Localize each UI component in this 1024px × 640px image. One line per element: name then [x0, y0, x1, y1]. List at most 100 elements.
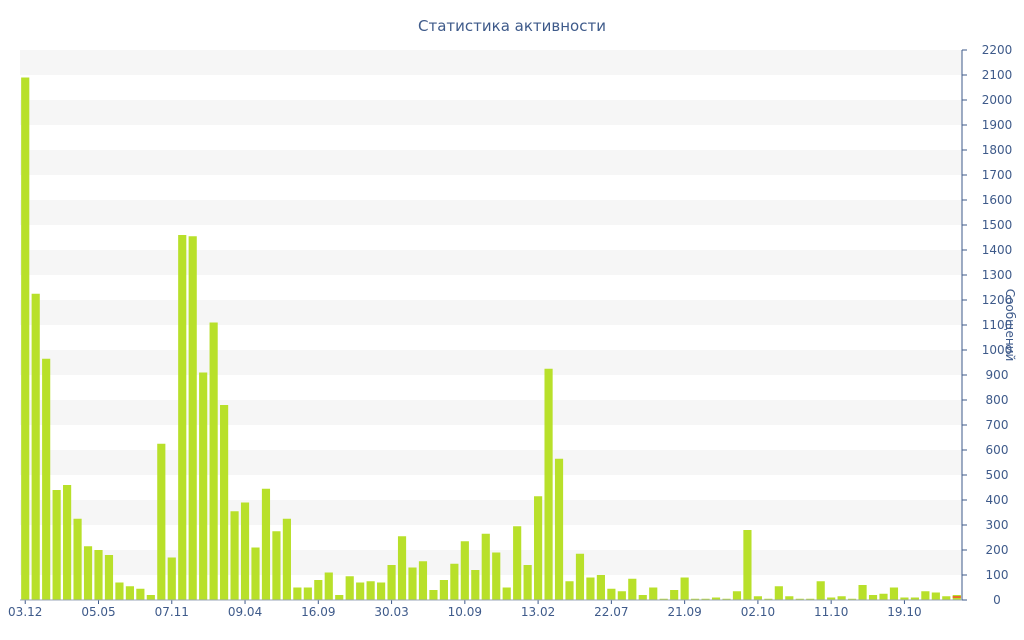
bar[interactable]	[617, 591, 626, 600]
bar[interactable]	[659, 598, 668, 600]
y-tick-label: 200	[986, 543, 1009, 557]
bar[interactable]	[293, 587, 302, 601]
bar[interactable]	[732, 591, 742, 600]
bar[interactable]	[209, 322, 218, 601]
bar[interactable]	[345, 576, 354, 600]
bar[interactable]	[607, 588, 616, 600]
bar[interactable]	[921, 591, 930, 600]
bar[interactable]	[544, 368, 553, 600]
bar[interactable]	[418, 561, 428, 600]
bar[interactable]	[649, 587, 658, 601]
bar[interactable]	[157, 443, 166, 600]
bar[interactable]	[502, 587, 511, 601]
bar[interactable]	[481, 533, 490, 600]
bar[interactable]	[795, 598, 804, 600]
bar[interactable]	[42, 358, 51, 600]
bar[interactable]	[104, 555, 114, 600]
bar[interactable]	[230, 511, 239, 600]
bar[interactable]	[324, 572, 333, 601]
bar[interactable]	[879, 593, 888, 600]
bar[interactable]	[31, 293, 40, 600]
bar[interactable]	[931, 592, 940, 601]
bar[interactable]	[628, 578, 637, 600]
bar[interactable]	[523, 565, 532, 600]
bar[interactable]	[743, 530, 752, 600]
bar[interactable]	[136, 588, 145, 600]
bar[interactable]	[115, 582, 124, 601]
bar[interactable]	[439, 580, 448, 600]
bar[interactable]	[52, 490, 61, 600]
bar[interactable]	[73, 518, 82, 600]
bar[interactable]	[900, 597, 909, 601]
bar[interactable]	[335, 595, 344, 600]
bar[interactable]	[146, 595, 155, 600]
bar[interactable]	[314, 580, 323, 600]
bar[interactable]	[83, 546, 93, 600]
bar[interactable]	[596, 575, 605, 600]
y-tick-label: 2000	[982, 93, 1013, 107]
bar[interactable]	[188, 236, 197, 600]
bar[interactable]	[670, 590, 679, 600]
bar[interactable]	[397, 536, 407, 600]
bar[interactable]	[806, 598, 815, 600]
bar[interactable]	[586, 577, 595, 601]
bar[interactable]	[251, 547, 260, 601]
bar[interactable]	[513, 526, 522, 600]
bar[interactable]	[691, 598, 700, 600]
y-tick-label: 300	[986, 518, 1009, 532]
bar[interactable]	[429, 590, 438, 600]
bar[interactable]	[21, 77, 30, 601]
bar[interactable]	[366, 581, 375, 600]
bar[interactable]	[554, 458, 564, 600]
bar[interactable]	[889, 587, 899, 601]
bar[interactable]	[125, 586, 134, 600]
bar[interactable]	[565, 581, 574, 600]
grid-band	[20, 350, 962, 375]
bar[interactable]	[167, 557, 176, 601]
bar[interactable]	[240, 502, 250, 601]
bar[interactable]	[471, 570, 480, 600]
bar[interactable]	[534, 496, 543, 600]
bar[interactable]	[722, 598, 731, 600]
bar[interactable]	[827, 597, 836, 601]
bar[interactable]	[94, 550, 103, 600]
bar[interactable]	[282, 518, 291, 600]
bar[interactable]	[377, 582, 386, 601]
bar[interactable]	[199, 372, 208, 601]
bar[interactable]	[837, 596, 846, 600]
bar[interactable]	[220, 405, 229, 600]
bar[interactable]	[701, 598, 710, 600]
bar[interactable]	[785, 596, 794, 600]
bar[interactable]	[753, 596, 762, 600]
bar[interactable]	[680, 577, 689, 601]
bar[interactable]	[408, 567, 417, 601]
bar[interactable]	[178, 235, 187, 600]
bar[interactable]	[303, 587, 312, 601]
x-tick-label: 09.04	[228, 605, 262, 619]
bar[interactable]	[711, 597, 721, 601]
bar[interactable]	[575, 553, 585, 600]
bar[interactable]	[492, 552, 501, 601]
bar[interactable]	[858, 585, 867, 600]
bar[interactable]	[272, 531, 281, 600]
bar[interactable]	[816, 581, 825, 600]
bar[interactable]	[450, 563, 459, 600]
y-tick-label: 0	[993, 593, 1001, 607]
y-tick-label: 1700	[982, 168, 1013, 182]
bar[interactable]	[460, 541, 469, 600]
bar[interactable]	[764, 598, 773, 600]
bar[interactable]	[848, 598, 857, 600]
bar[interactable]	[63, 485, 72, 600]
bar[interactable]	[910, 597, 919, 601]
bar[interactable]	[638, 595, 647, 600]
bar[interactable]	[774, 586, 783, 600]
y-tick-label: 1800	[982, 143, 1013, 157]
bar[interactable]	[868, 595, 878, 600]
grid-band	[20, 300, 962, 325]
bar[interactable]	[356, 582, 365, 601]
bar[interactable]	[942, 596, 951, 600]
grid-band	[20, 400, 962, 425]
bar[interactable]	[387, 565, 396, 600]
bar[interactable]	[261, 488, 271, 600]
